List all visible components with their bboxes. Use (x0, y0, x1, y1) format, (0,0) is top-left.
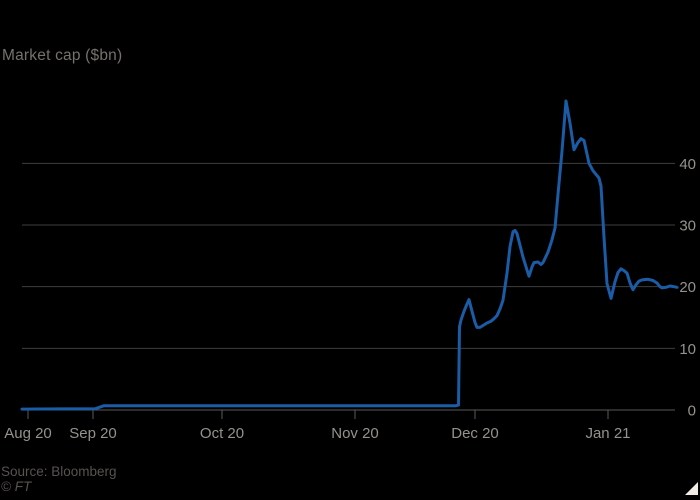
y-tick-label: 30 (679, 217, 696, 234)
x-tick-label: Dec 20 (451, 425, 499, 442)
x-tick-label: Sep 20 (69, 425, 117, 442)
y-tick-label: 40 (679, 156, 696, 173)
x-tick-label: Aug 20 (4, 425, 52, 442)
y-tick-label: 20 (679, 279, 696, 296)
market-cap-line (20, 99, 679, 411)
chart-title: Market cap ($bn) (2, 47, 123, 64)
x-tick-label: Nov 20 (331, 425, 379, 442)
expand-triangle-icon (685, 482, 698, 495)
y-tick-label: 10 (679, 341, 696, 358)
x-tick-label: Oct 20 (200, 425, 244, 442)
ft-copyright: © FT (1, 479, 32, 494)
x-tick-label: Jan 21 (585, 425, 630, 442)
y-tick-label: 0 (688, 403, 696, 420)
source-attribution: Source: Bloomberg (1, 464, 117, 479)
